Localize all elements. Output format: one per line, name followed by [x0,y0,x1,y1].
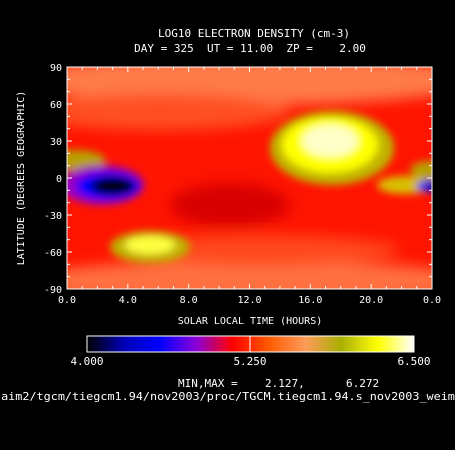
x-tick-label: 16.0 [298,295,322,306]
x-axis: 0.0 4.0 8.0 12.0 16.0 20.0 0.0 [58,67,441,306]
colorbar-mid-label: 5.250 [233,355,266,368]
minmax-label: MIN,MAX = [178,377,238,390]
y-axis: 90 60 30 0 -30 -60 -90 [44,63,432,296]
west-band-olive [67,150,105,170]
x-axis-label: SOLAR LOCAL TIME (HOURS) [178,316,323,327]
x-tick-label: 8.0 [180,295,198,306]
x-tick-label: 12.0 [237,295,261,306]
midsouth-band [120,235,400,265]
y-tick-label: -30 [44,211,62,222]
colorbar-min-label: 4.000 [70,355,103,368]
y-tick-label: 0 [56,174,62,185]
east-trough-core [426,183,432,189]
y-tick-label: -60 [44,248,62,259]
night-trough-core [91,177,135,195]
heatmap-field [67,67,432,289]
polar-south-band [67,260,432,289]
y-axis-label: LATITUDE (DEGREES GEOGRAPHIC) [16,91,27,266]
x-tick-label: 20.0 [359,295,383,306]
chart-title: LOG10 ELECTRON DENSITY (cm-3) [158,27,350,40]
south-peak-core [125,236,175,254]
y-tick-label: -90 [44,285,62,296]
max-value: 6.272 [346,377,379,390]
chart-subtitle: DAY = 325 UT = 11.00 ZP = 2.00 [134,42,366,55]
y-tick-label: 90 [50,63,62,74]
x-tick-label: 0.0 [423,295,441,306]
dark-red-region [170,183,290,227]
east-trough-blue [416,180,432,192]
x-tick-label: 4.0 [119,295,137,306]
min-value: 2.127, [265,377,305,390]
dayside-peak-core [302,125,358,157]
colorbar-max-label: 6.500 [397,355,430,368]
dayside-tail [377,176,432,194]
y-tick-label: 30 [50,137,62,148]
midnorth-band [67,94,290,130]
x-tick-label: 0.0 [58,295,76,306]
footer-path: /aim2/tgcm/tiegcm1.94/nov2003/proc/TGCM.… [0,391,455,403]
east-band-olive [410,161,432,179]
y-tick-label: 60 [50,100,62,111]
